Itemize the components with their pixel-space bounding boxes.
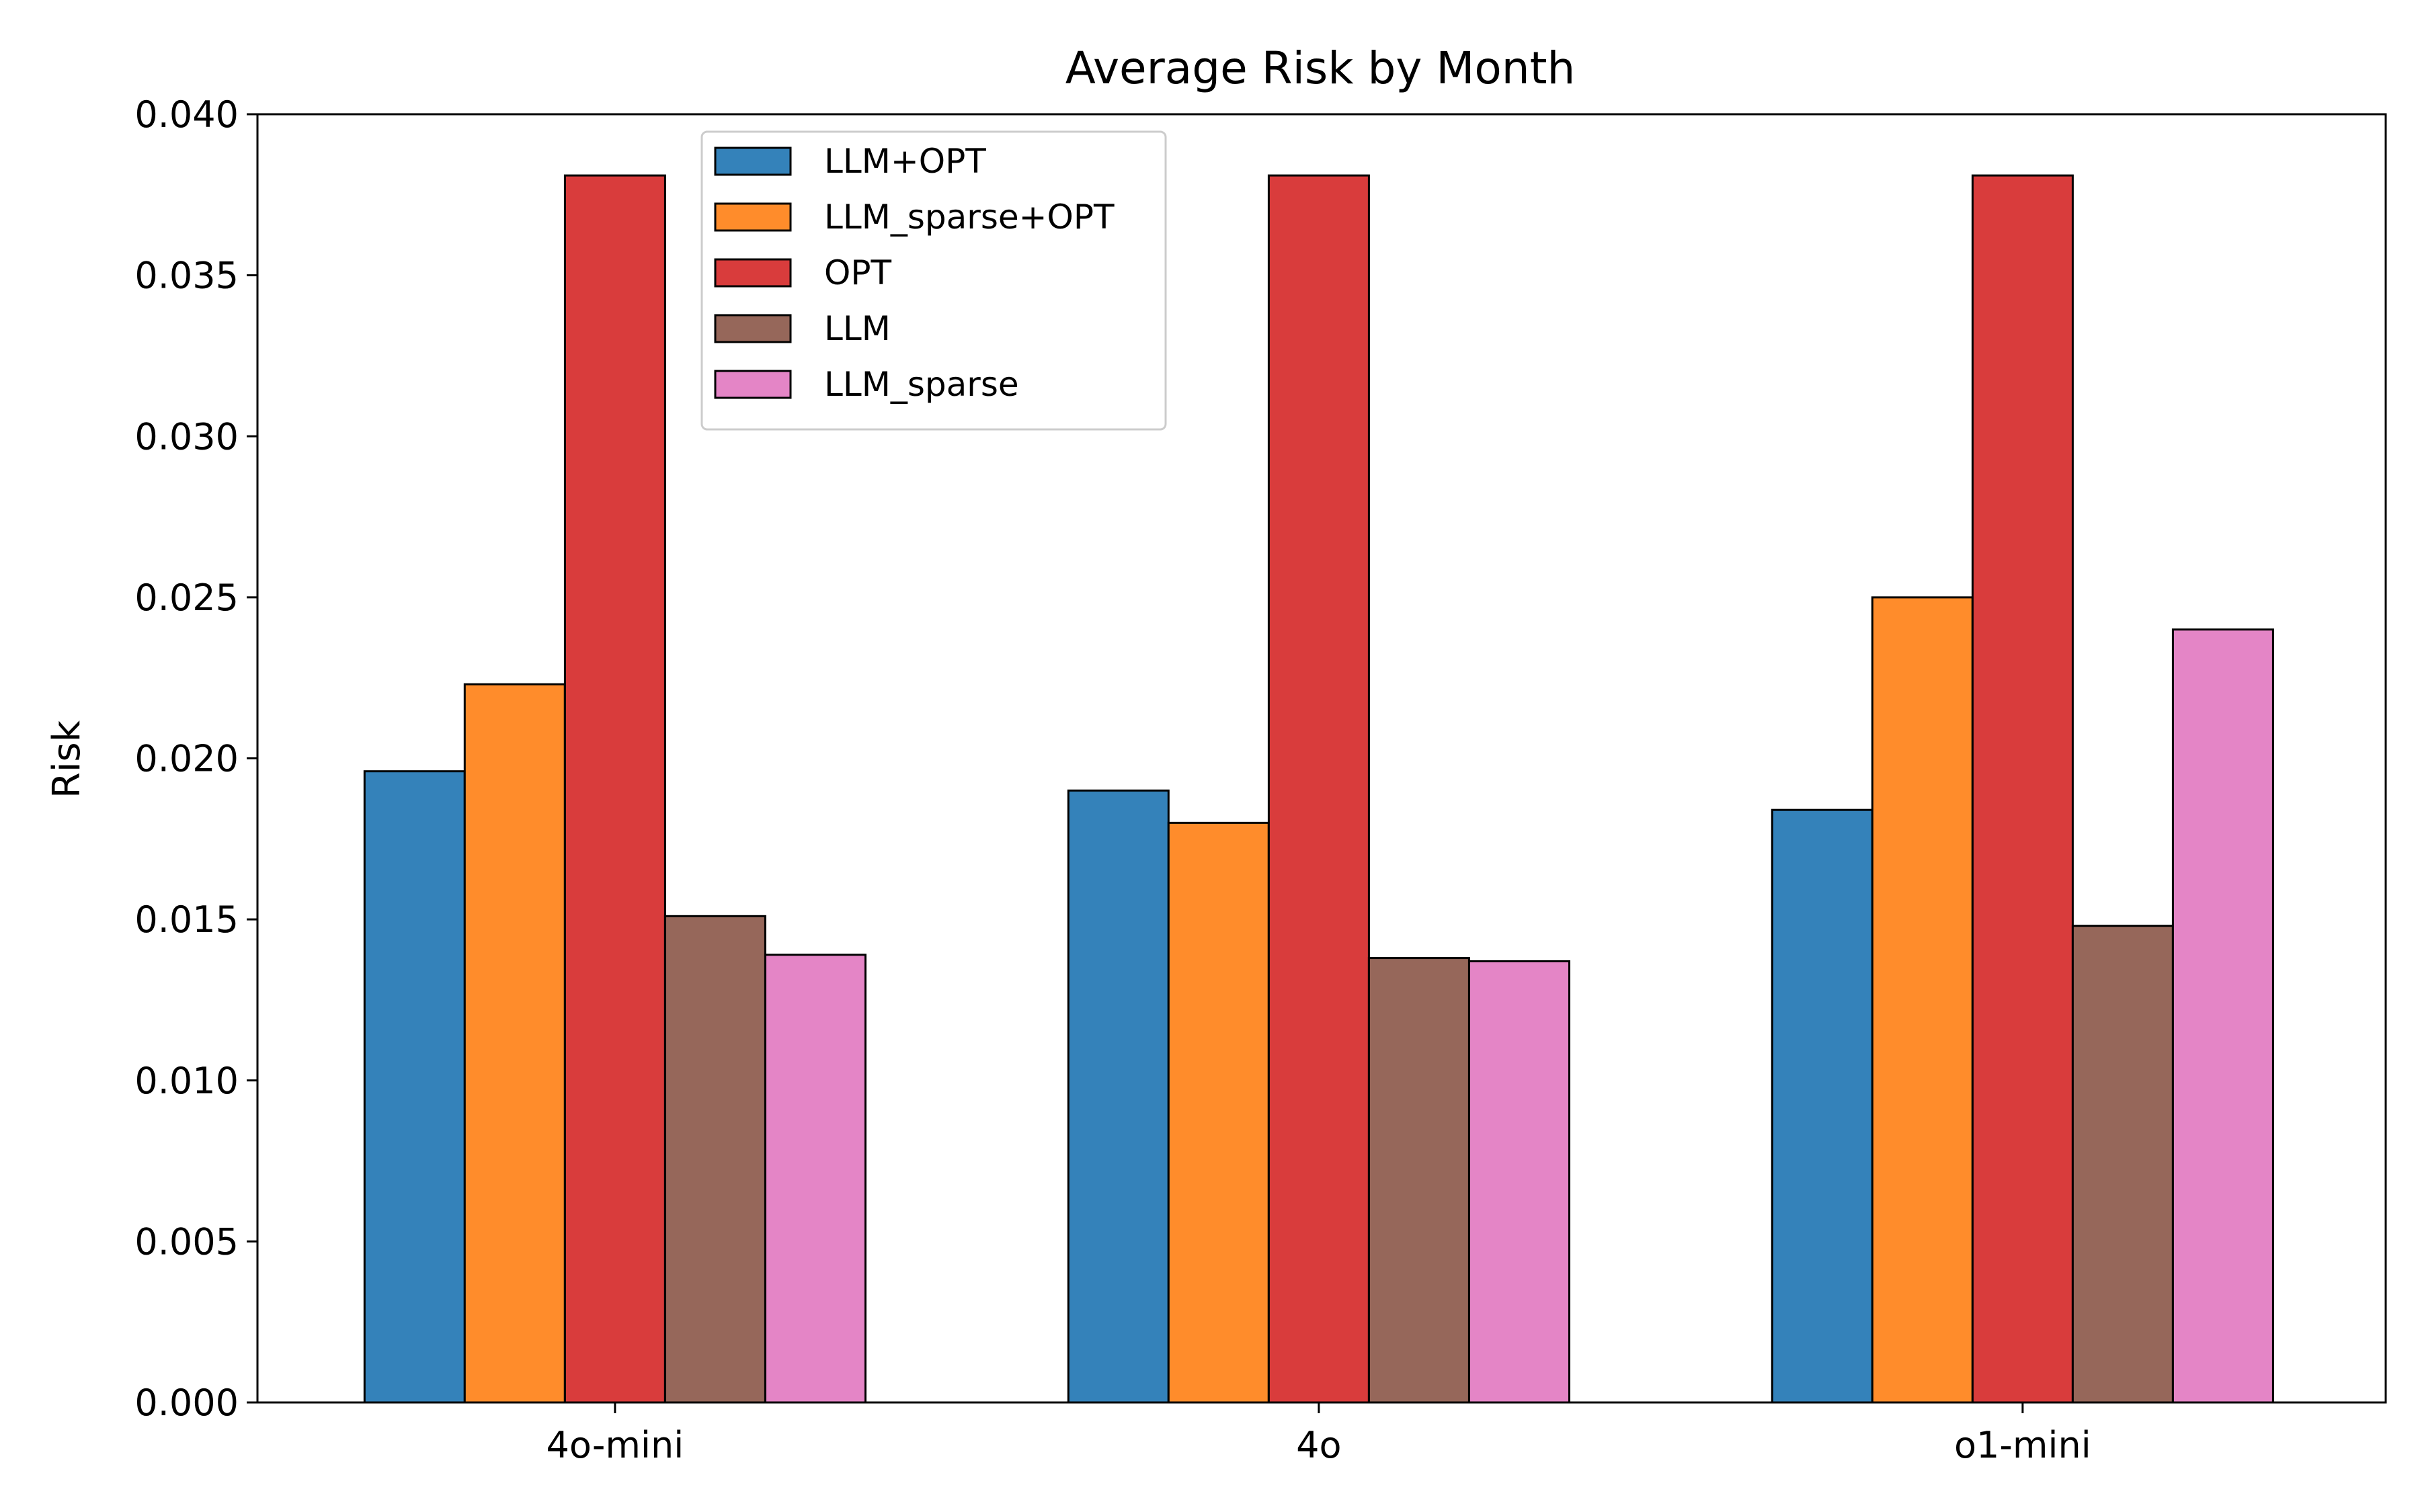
bar-LLM-4o-mini [663, 915, 766, 1404]
y-tick-label: 0.020 [134, 738, 239, 780]
x-tick-label: 4o-mini [547, 1424, 684, 1466]
legend-swatch [714, 314, 792, 343]
legend-swatch [714, 146, 792, 176]
bar-LLM_sparse-4o [1468, 960, 1570, 1404]
plot-frame [256, 113, 2387, 1404]
legend-label: LLM [824, 309, 891, 348]
bar-OPT-4o [1267, 174, 1370, 1404]
legend-swatch [714, 258, 792, 288]
legend-label: OPT [824, 253, 892, 292]
bars-layer [363, 174, 2274, 1404]
bar-OPT-4o-mini [563, 174, 666, 1404]
bar-LLM+OPT-4o-mini [363, 770, 466, 1404]
bar-OPT-o1-mini [1971, 174, 2074, 1404]
bar-LLM_sparse-4o-mini [764, 954, 866, 1404]
y-tick-label: 0.000 [134, 1382, 239, 1424]
bar-LLM_sparse+OPT-o1-mini [1871, 596, 1974, 1404]
y-tick-label: 0.015 [134, 898, 239, 941]
bar-LLM+OPT-o1-mini [1771, 808, 1873, 1404]
chart-title: Average Risk by Month [1065, 42, 1576, 94]
bar-LLM_sparse+OPT-4o [1167, 821, 1270, 1404]
y-tick-label: 0.040 [134, 93, 239, 136]
y-tick-label: 0.030 [134, 415, 239, 458]
legend-swatch [714, 370, 792, 399]
y-tick-label: 0.025 [134, 577, 239, 619]
y-tick-label: 0.010 [134, 1060, 239, 1102]
bar-LLM+OPT-4o [1067, 789, 1170, 1404]
y-axis-label: Risk [45, 720, 89, 798]
x-axis: 4o-mini 4o o1-mini [547, 1402, 2091, 1466]
bar-LLM-4o [1367, 957, 1470, 1404]
legend: LLM+OPT LLM_sparse+OPT OPT LLM LLM_sparse [700, 130, 1167, 431]
legend-swatch [714, 202, 792, 232]
y-axis: 0.000 0.005 0.010 0.015 0.020 0.025 0.030 0.035… [134, 93, 257, 1424]
bar-LLM_sparse+OPT-4o-mini [463, 683, 566, 1404]
bar-LLM-o1-mini [2071, 925, 2174, 1404]
y-tick-label: 0.005 [134, 1220, 239, 1263]
x-tick-label: o1-mini [1954, 1424, 2091, 1466]
bar-LLM_sparse-o1-mini [2171, 628, 2274, 1404]
y-tick-label: 0.035 [134, 255, 239, 297]
legend-label: LLM+OPT [824, 142, 986, 181]
legend-label: LLM_sparse+OPT [824, 198, 1115, 237]
legend-box [700, 130, 1167, 431]
x-tick-label: 4o [1296, 1424, 1341, 1466]
legend-label: LLM_sparse [824, 365, 1019, 404]
